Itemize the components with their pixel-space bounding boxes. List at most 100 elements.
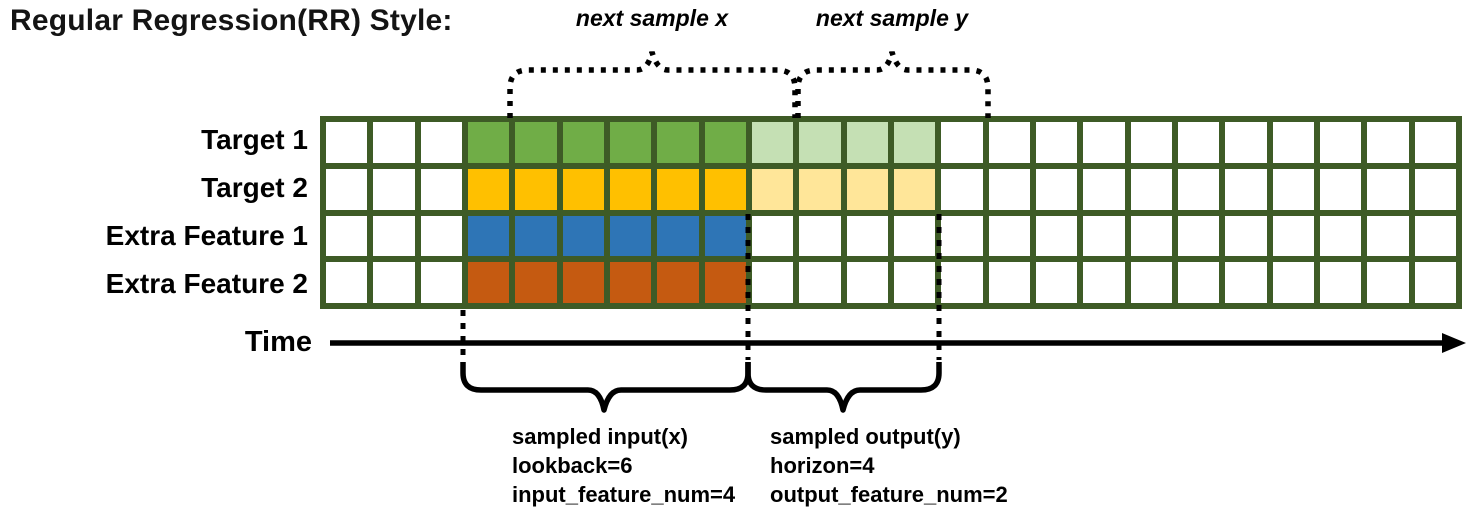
grid-cell: [562, 215, 604, 257]
grid-cell: [657, 122, 699, 163]
grid-cell: [420, 168, 462, 210]
grid-cell: [1272, 122, 1314, 163]
grid-cell: [1414, 168, 1456, 210]
sampled-output-brace: [745, 362, 942, 413]
grid-cell: [1225, 122, 1267, 163]
sampled-input-title: sampled input(x): [512, 424, 689, 449]
grid-cell: [515, 122, 557, 163]
grid-cell: [515, 168, 557, 210]
next-sample-y-brace: [795, 51, 991, 118]
grid-cell: [420, 262, 462, 303]
grid-cell: [1319, 262, 1362, 303]
grid-cell: [467, 122, 510, 163]
row-label-extra-feature-2: Extra Feature 2: [105, 268, 308, 299]
grid-cell: [515, 215, 557, 257]
grid-cell: [609, 215, 652, 257]
grid-cell: [704, 262, 746, 303]
grid-cell: [751, 215, 794, 257]
grid-cell: [704, 122, 746, 163]
grid-cell: [751, 122, 794, 163]
grid-cell: [846, 262, 888, 303]
grid-cell: [1035, 215, 1078, 257]
grid-cell: [515, 262, 557, 303]
grid-cell: [1367, 122, 1409, 163]
sampled-output-caption: sampled output(y) horizon=4 output_featu…: [770, 422, 1008, 509]
grid-cell: [1319, 122, 1362, 163]
grid-cell: [1225, 168, 1267, 210]
grid-cell: [326, 262, 368, 303]
grid-cell: [799, 262, 841, 303]
grid-cell: [609, 168, 652, 210]
grid-cell: [1083, 122, 1125, 163]
grid-cell: [609, 262, 652, 303]
grid-cell: [1083, 168, 1125, 210]
grid-cell: [1035, 122, 1078, 163]
next-sample-y-label: next sample y: [815, 5, 969, 31]
grid-cell: [846, 168, 888, 210]
grid-cell: [893, 168, 936, 210]
grid-cell: [326, 215, 368, 257]
grid-cell: [1177, 168, 1220, 210]
grid-cell: [657, 168, 699, 210]
grid-cell: [799, 168, 841, 210]
grid-cell: [846, 215, 888, 257]
grid-cell: [799, 122, 841, 163]
grid-cell: [1130, 168, 1172, 210]
input-feature-num-value: input_feature_num=4: [512, 482, 736, 507]
grid-cell: [562, 122, 604, 163]
sampling-grid: [320, 116, 1462, 309]
grid-cell: [326, 122, 368, 163]
grid-cell: [1035, 168, 1078, 210]
grid-cell: [1177, 215, 1220, 257]
grid-cell: [1367, 168, 1409, 210]
grid-cell: [1177, 262, 1220, 303]
page-title: Regular Regression(RR) Style:: [10, 4, 453, 37]
grid-cell: [893, 122, 936, 163]
grid-cell: [941, 168, 983, 210]
grid-cell: [988, 215, 1030, 257]
grid-cell: [467, 168, 510, 210]
grid-cell: [326, 168, 368, 210]
grid-cell: [1414, 262, 1456, 303]
row-label-target-1: Target 1: [201, 124, 308, 155]
time-axis-label: Time: [244, 326, 312, 358]
grid-cell: [1272, 262, 1314, 303]
grid-cell: [1225, 215, 1267, 257]
grid-cell: [1177, 122, 1220, 163]
grid-cell: [1130, 215, 1172, 257]
grid-cell: [609, 122, 652, 163]
grid-cell: [373, 122, 415, 163]
grid-cell: [988, 262, 1030, 303]
next-sample-x-brace: [507, 51, 798, 118]
grid-cell: [373, 215, 415, 257]
sampled-input-caption: sampled input(x) lookback=6 input_featur…: [512, 422, 735, 509]
grid-cell: [1083, 215, 1125, 257]
grid-cell: [893, 215, 936, 257]
grid-cell: [1272, 168, 1314, 210]
grid-cell: [988, 122, 1030, 163]
grid-cell: [941, 215, 983, 257]
grid-cell: [1414, 215, 1456, 257]
horizon-value: horizon=4: [770, 453, 875, 478]
grid-cell: [467, 262, 510, 303]
grid-cell: [420, 122, 462, 163]
grid-cell: [1035, 262, 1078, 303]
grid-cell: [751, 262, 794, 303]
grid-cell: [941, 262, 983, 303]
row-label-target-2: Target 2: [201, 172, 308, 203]
time-arrowhead-icon: [1442, 333, 1466, 353]
grid-cell: [704, 215, 746, 257]
grid-cell: [799, 215, 841, 257]
output-feature-num-value: output_feature_num=2: [770, 482, 1008, 507]
grid-cell: [893, 262, 936, 303]
next-sample-x-label: next sample x: [575, 5, 729, 31]
grid-cell: [373, 262, 415, 303]
grid-cell: [1130, 122, 1172, 163]
grid-cell: [1367, 215, 1409, 257]
grid-cell: [1319, 215, 1362, 257]
row-label-extra-feature-1: Extra Feature 1: [105, 220, 308, 251]
grid-cell: [1272, 215, 1314, 257]
grid-cell: [562, 168, 604, 210]
grid-cell: [941, 122, 983, 163]
